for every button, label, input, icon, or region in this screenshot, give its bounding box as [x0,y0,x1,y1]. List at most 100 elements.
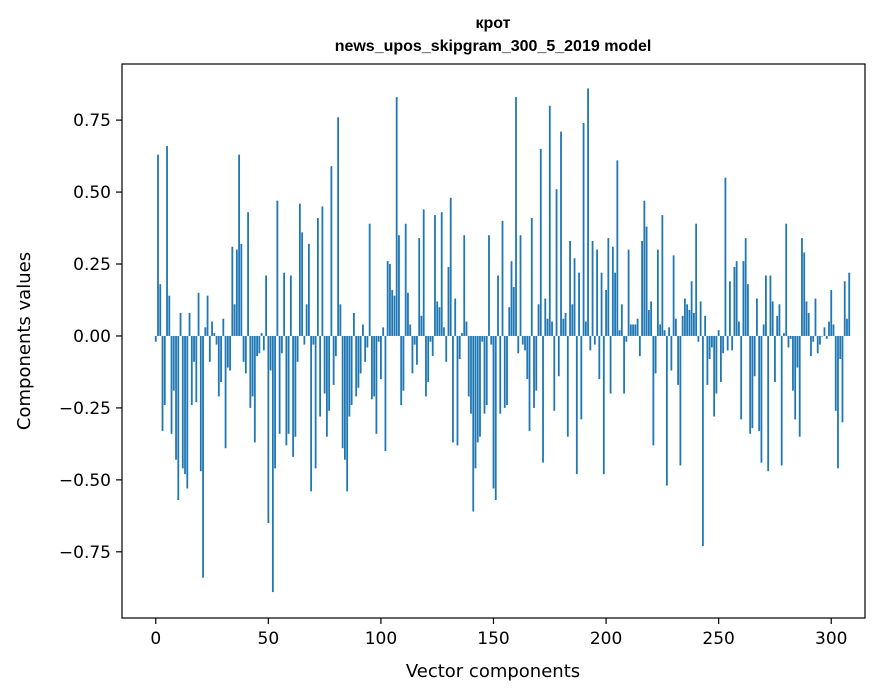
bar [213,333,216,336]
bar [474,335,477,469]
bar [762,324,765,336]
bar [625,335,628,342]
bar [481,335,484,342]
bar [159,284,162,336]
bar [758,335,761,431]
bar [533,335,535,408]
bar [445,335,448,362]
y-axis-label: Components values [14,252,35,430]
bar [634,324,637,336]
bar [298,203,301,336]
bar [470,335,472,414]
bar [512,287,515,336]
bar [823,327,826,336]
bar [202,335,204,578]
bar [771,301,774,336]
bar [733,266,736,336]
bar [726,335,729,351]
bar [346,335,349,492]
bar [204,327,207,336]
bar [544,298,547,336]
bar [355,335,358,397]
x-tick-label: 300 [815,629,847,649]
bar [807,312,810,336]
bar [319,335,322,417]
bar [377,335,380,342]
y-axis-ticks: −0.75 −0.50 −0.25 0.00 0.25 0.50 0.75 [59,111,122,563]
bar [411,335,414,374]
bar [661,215,664,336]
bar [416,335,418,365]
bar [677,335,680,385]
bar [681,315,684,336]
bar [206,295,209,336]
bar [208,335,211,362]
bar [575,335,578,475]
bar [711,335,713,348]
bar [461,333,463,336]
bar [274,335,276,469]
bar [483,335,486,414]
bar [265,275,267,336]
bar [780,335,783,466]
bar [292,335,295,457]
bar [195,335,198,403]
bar [166,146,168,336]
bar [443,327,445,336]
bar [582,123,585,336]
bar [629,324,632,336]
bar [269,335,272,371]
bar [240,243,243,336]
bar [233,304,236,336]
bar [276,200,279,336]
bar [382,327,385,336]
bar [429,335,432,342]
bar [278,335,281,434]
bar [524,335,526,351]
bar [458,335,461,359]
bar [177,335,180,500]
bar [665,335,668,486]
y-tick-label: −0.25 [59,399,111,419]
bar [499,335,502,414]
bar [751,335,754,429]
bar [647,310,650,336]
bar [792,335,794,391]
x-tick-label: 250 [702,629,734,649]
bar [175,335,177,460]
bar [422,209,425,336]
chart-title: крот [476,15,511,32]
bar [699,301,702,336]
bar [535,335,538,391]
bar [247,212,249,336]
bar [350,335,353,406]
bar [668,327,671,336]
bar [420,315,423,336]
bar [321,206,324,336]
bar [434,215,436,336]
bar [494,335,497,500]
bar [449,197,452,336]
y-tick-label: −0.75 [59,543,111,563]
bar [528,335,531,431]
bar [740,335,743,420]
bar [756,298,758,336]
bar [427,335,430,383]
bar [371,335,373,400]
bar [641,240,643,336]
bar [650,301,653,336]
bar [490,335,493,345]
bar [562,318,565,336]
bar [704,315,707,336]
plot-frame [121,63,866,619]
bar [364,335,367,362]
bar [738,321,740,336]
bar [467,335,470,397]
bar [389,264,391,336]
bar [742,261,745,336]
bar [452,335,454,443]
bar [794,335,797,420]
bar [404,223,407,336]
bar [526,335,529,380]
bar [479,335,481,437]
